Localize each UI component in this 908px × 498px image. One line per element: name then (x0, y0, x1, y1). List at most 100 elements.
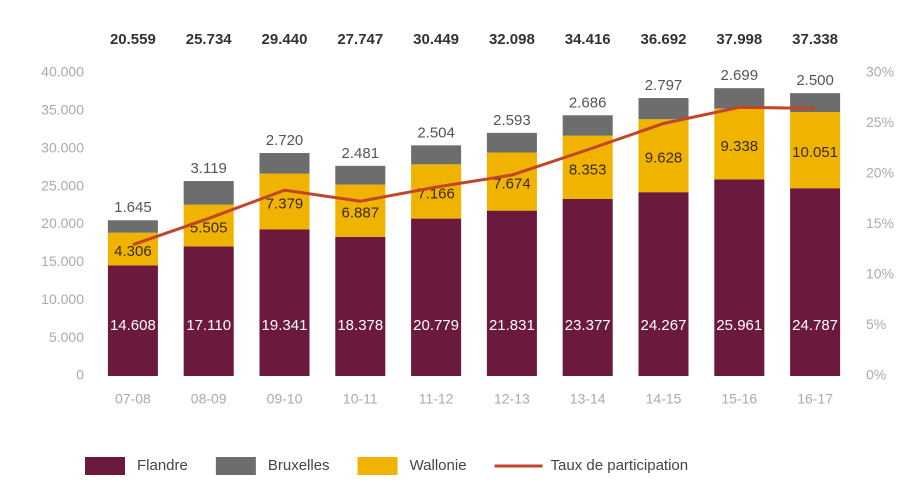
bar-segment (107, 220, 158, 233)
legend-swatch (85, 457, 125, 475)
value-label: 6.887 (342, 205, 380, 222)
value-label: 9.338 (721, 138, 759, 155)
y2-tick-label: 30% (866, 64, 894, 80)
bar-segment (638, 192, 689, 376)
bar-segment (714, 179, 765, 376)
value-label: 2.699 (721, 67, 759, 84)
y2-tick-label: 15% (866, 215, 894, 231)
value-label: 2.720 (266, 132, 304, 149)
y2-tick-label: 25% (866, 114, 894, 130)
x-tick-label: 11-12 (419, 391, 454, 407)
x-tick-label: 14-15 (646, 391, 682, 407)
total-label: 36.692 (641, 31, 687, 48)
bar-segment (259, 229, 310, 376)
bar-segment (562, 135, 613, 199)
value-label: 17.110 (186, 317, 231, 334)
line (132, 105, 816, 247)
bar-segment (714, 88, 765, 109)
value-label: 2.504 (417, 124, 455, 141)
bar-segment (714, 108, 765, 180)
value-label: 2.797 (645, 77, 683, 94)
bar-segment (790, 188, 841, 376)
bar-segment (638, 119, 689, 193)
value-label: 2.686 (569, 94, 607, 111)
bar-segment (335, 184, 386, 237)
y-tick-label: 25.000 (41, 177, 84, 193)
value-label: 20.779 (413, 317, 459, 334)
value-label: 1.645 (114, 199, 152, 216)
bar-segment (411, 218, 462, 376)
total-label: 20.559 (110, 31, 156, 48)
x-tick-label: 09-10 (267, 391, 303, 407)
legend-label: Flandre (137, 457, 188, 474)
bar-segment (486, 152, 537, 211)
y-tick-label: 15.000 (41, 253, 84, 269)
total-label: 25.734 (186, 31, 233, 48)
bar-segment (183, 181, 234, 205)
y-tick-label: 40.000 (41, 64, 84, 80)
value-label: 3.119 (190, 160, 226, 177)
value-label: 19.341 (262, 317, 308, 334)
y2-tick-label: 20% (866, 165, 894, 181)
value-label: 7.674 (493, 176, 531, 193)
y-tick-label: 5.000 (49, 329, 84, 345)
bar-segment (183, 246, 234, 376)
total-label: 27.747 (337, 31, 383, 48)
value-label: 2.481 (342, 145, 380, 162)
x-tick-label: 07-08 (115, 391, 151, 407)
x-tick-label: 08-09 (191, 391, 227, 407)
y-tick-label: 20.000 (41, 215, 84, 231)
y2-tick-label: 0% (866, 367, 886, 383)
y-tick-label: 0 (76, 367, 84, 383)
bar-segment (486, 132, 537, 153)
total-label: 37.998 (716, 31, 762, 48)
total-label: 37.338 (792, 31, 838, 48)
value-label: 24.267 (641, 317, 687, 334)
bar-segment (562, 115, 613, 136)
bar-segment (411, 145, 462, 165)
value-label: 5.505 (190, 220, 228, 237)
value-label: 14.608 (110, 317, 156, 334)
y-tick-label: 35.000 (41, 102, 84, 118)
y2-tick-label: 10% (866, 266, 894, 282)
y2-tick-label: 5% (866, 316, 886, 332)
bar-segment (562, 198, 613, 376)
value-label: 23.377 (565, 317, 611, 334)
value-label: 4.306 (114, 243, 152, 260)
value-label: 2.500 (796, 72, 834, 89)
x-tick-label: 12-13 (494, 391, 530, 407)
total-label: 32.098 (489, 31, 535, 48)
bar-segment (638, 98, 689, 120)
legend-swatch (357, 457, 398, 475)
legend-label: Bruxelles (268, 457, 330, 474)
bar-segment (259, 173, 310, 230)
y-tick-label: 10.000 (41, 291, 84, 307)
bar-segment (259, 152, 310, 174)
x-tick-label: 13-14 (570, 391, 606, 407)
bar-segment (486, 210, 537, 376)
value-label: 25.961 (716, 317, 762, 334)
value-label: 7.379 (266, 196, 304, 213)
y-tick-label: 30.000 (41, 139, 84, 155)
value-label: 10.051 (792, 144, 838, 161)
x-tick-label: 15-16 (721, 391, 757, 407)
legend-label: Wallonie (410, 457, 467, 474)
total-label: 29.440 (262, 31, 308, 48)
x-tick-label: 10-11 (343, 391, 378, 407)
value-label: 24.787 (792, 317, 838, 334)
total-label: 30.449 (413, 31, 459, 48)
legend-swatch (215, 457, 256, 475)
value-label: 8.353 (569, 161, 607, 178)
bar-segment (107, 265, 158, 376)
value-label: 9.628 (645, 150, 683, 167)
bar-segment (790, 112, 841, 189)
value-label: 2.593 (493, 112, 531, 129)
total-label: 34.416 (565, 31, 611, 48)
bar-segment (335, 165, 386, 185)
value-label: 18.378 (337, 317, 383, 334)
bar-segment (335, 236, 386, 376)
legend-label: Taux de participation (551, 457, 689, 474)
x-tick-label: 16-17 (797, 391, 833, 407)
value-label: 21.831 (489, 317, 535, 334)
